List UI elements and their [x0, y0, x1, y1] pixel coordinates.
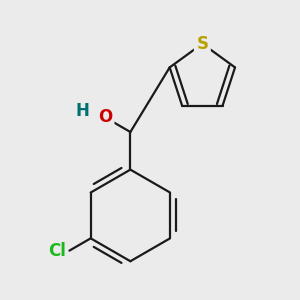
Text: Cl: Cl	[48, 242, 65, 260]
Text: H: H	[76, 102, 90, 120]
Text: O: O	[98, 108, 112, 126]
Text: S: S	[196, 35, 208, 53]
